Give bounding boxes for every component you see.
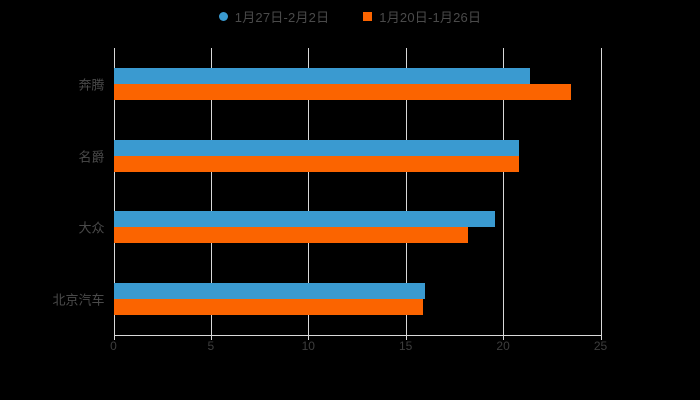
bar[interactable] [113,67,531,84]
x-tick-label: 15 [399,339,413,353]
legend-item-series-0[interactable]: 1月27日-2月2日 [218,7,330,26]
y-tick-label: 北京汽车 [52,292,105,308]
y-tick-label: 大众 [78,220,105,236]
bar[interactable] [113,227,469,244]
legend-label-series-0: 1月27日-2月2日 [234,9,330,25]
bar[interactable] [113,299,424,316]
x-tick-label: 0 [110,339,117,353]
x-tick-mark [210,335,212,340]
gridline [405,48,407,335]
x-axis-line [113,335,601,336]
x-tick-mark [503,335,505,340]
gridline [600,48,602,335]
x-tick-label: 25 [593,339,608,353]
dot-marker-icon [218,11,228,21]
x-tick-label: 20 [496,339,510,353]
legend-label-series-1: 1月20日-1月26日 [379,9,482,25]
bar[interactable] [113,139,519,156]
bar[interactable] [113,283,426,300]
x-tick-label: 10 [301,339,315,353]
gridline [308,48,310,335]
x-tick-mark [308,335,310,340]
bar[interactable] [113,83,572,100]
legend-item-series-1[interactable]: 1月20日-1月26日 [363,7,481,26]
x-tick-label: 5 [207,339,215,353]
y-tick-label: 名爵 [78,149,105,165]
x-tick-mark [113,335,115,340]
bar[interactable] [113,155,519,172]
gridline [503,48,505,335]
chart-legend: 1月27日-2月2日 1月20日-1月26日 [0,4,700,28]
square-marker-icon [363,11,373,21]
x-tick-mark [405,335,407,340]
plot-area: 0 5 10 15 20 25 奔腾名爵大众北京汽车 [52,48,607,353]
x-tick-mark [600,335,602,340]
gridline [113,48,115,335]
bar[interactable] [113,211,496,228]
gridline [210,48,212,335]
y-tick-label: 奔腾 [78,77,105,93]
